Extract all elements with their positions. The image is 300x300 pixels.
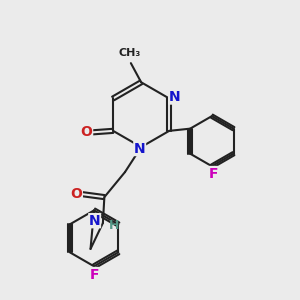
Text: N: N — [169, 90, 180, 104]
Text: O: O — [81, 125, 93, 139]
Text: F: F — [89, 268, 99, 281]
Text: CH₃: CH₃ — [118, 48, 140, 58]
Text: F: F — [208, 167, 218, 181]
Text: O: O — [70, 187, 82, 201]
Text: N: N — [89, 214, 100, 228]
Text: N: N — [134, 142, 146, 155]
Text: H: H — [110, 219, 120, 232]
